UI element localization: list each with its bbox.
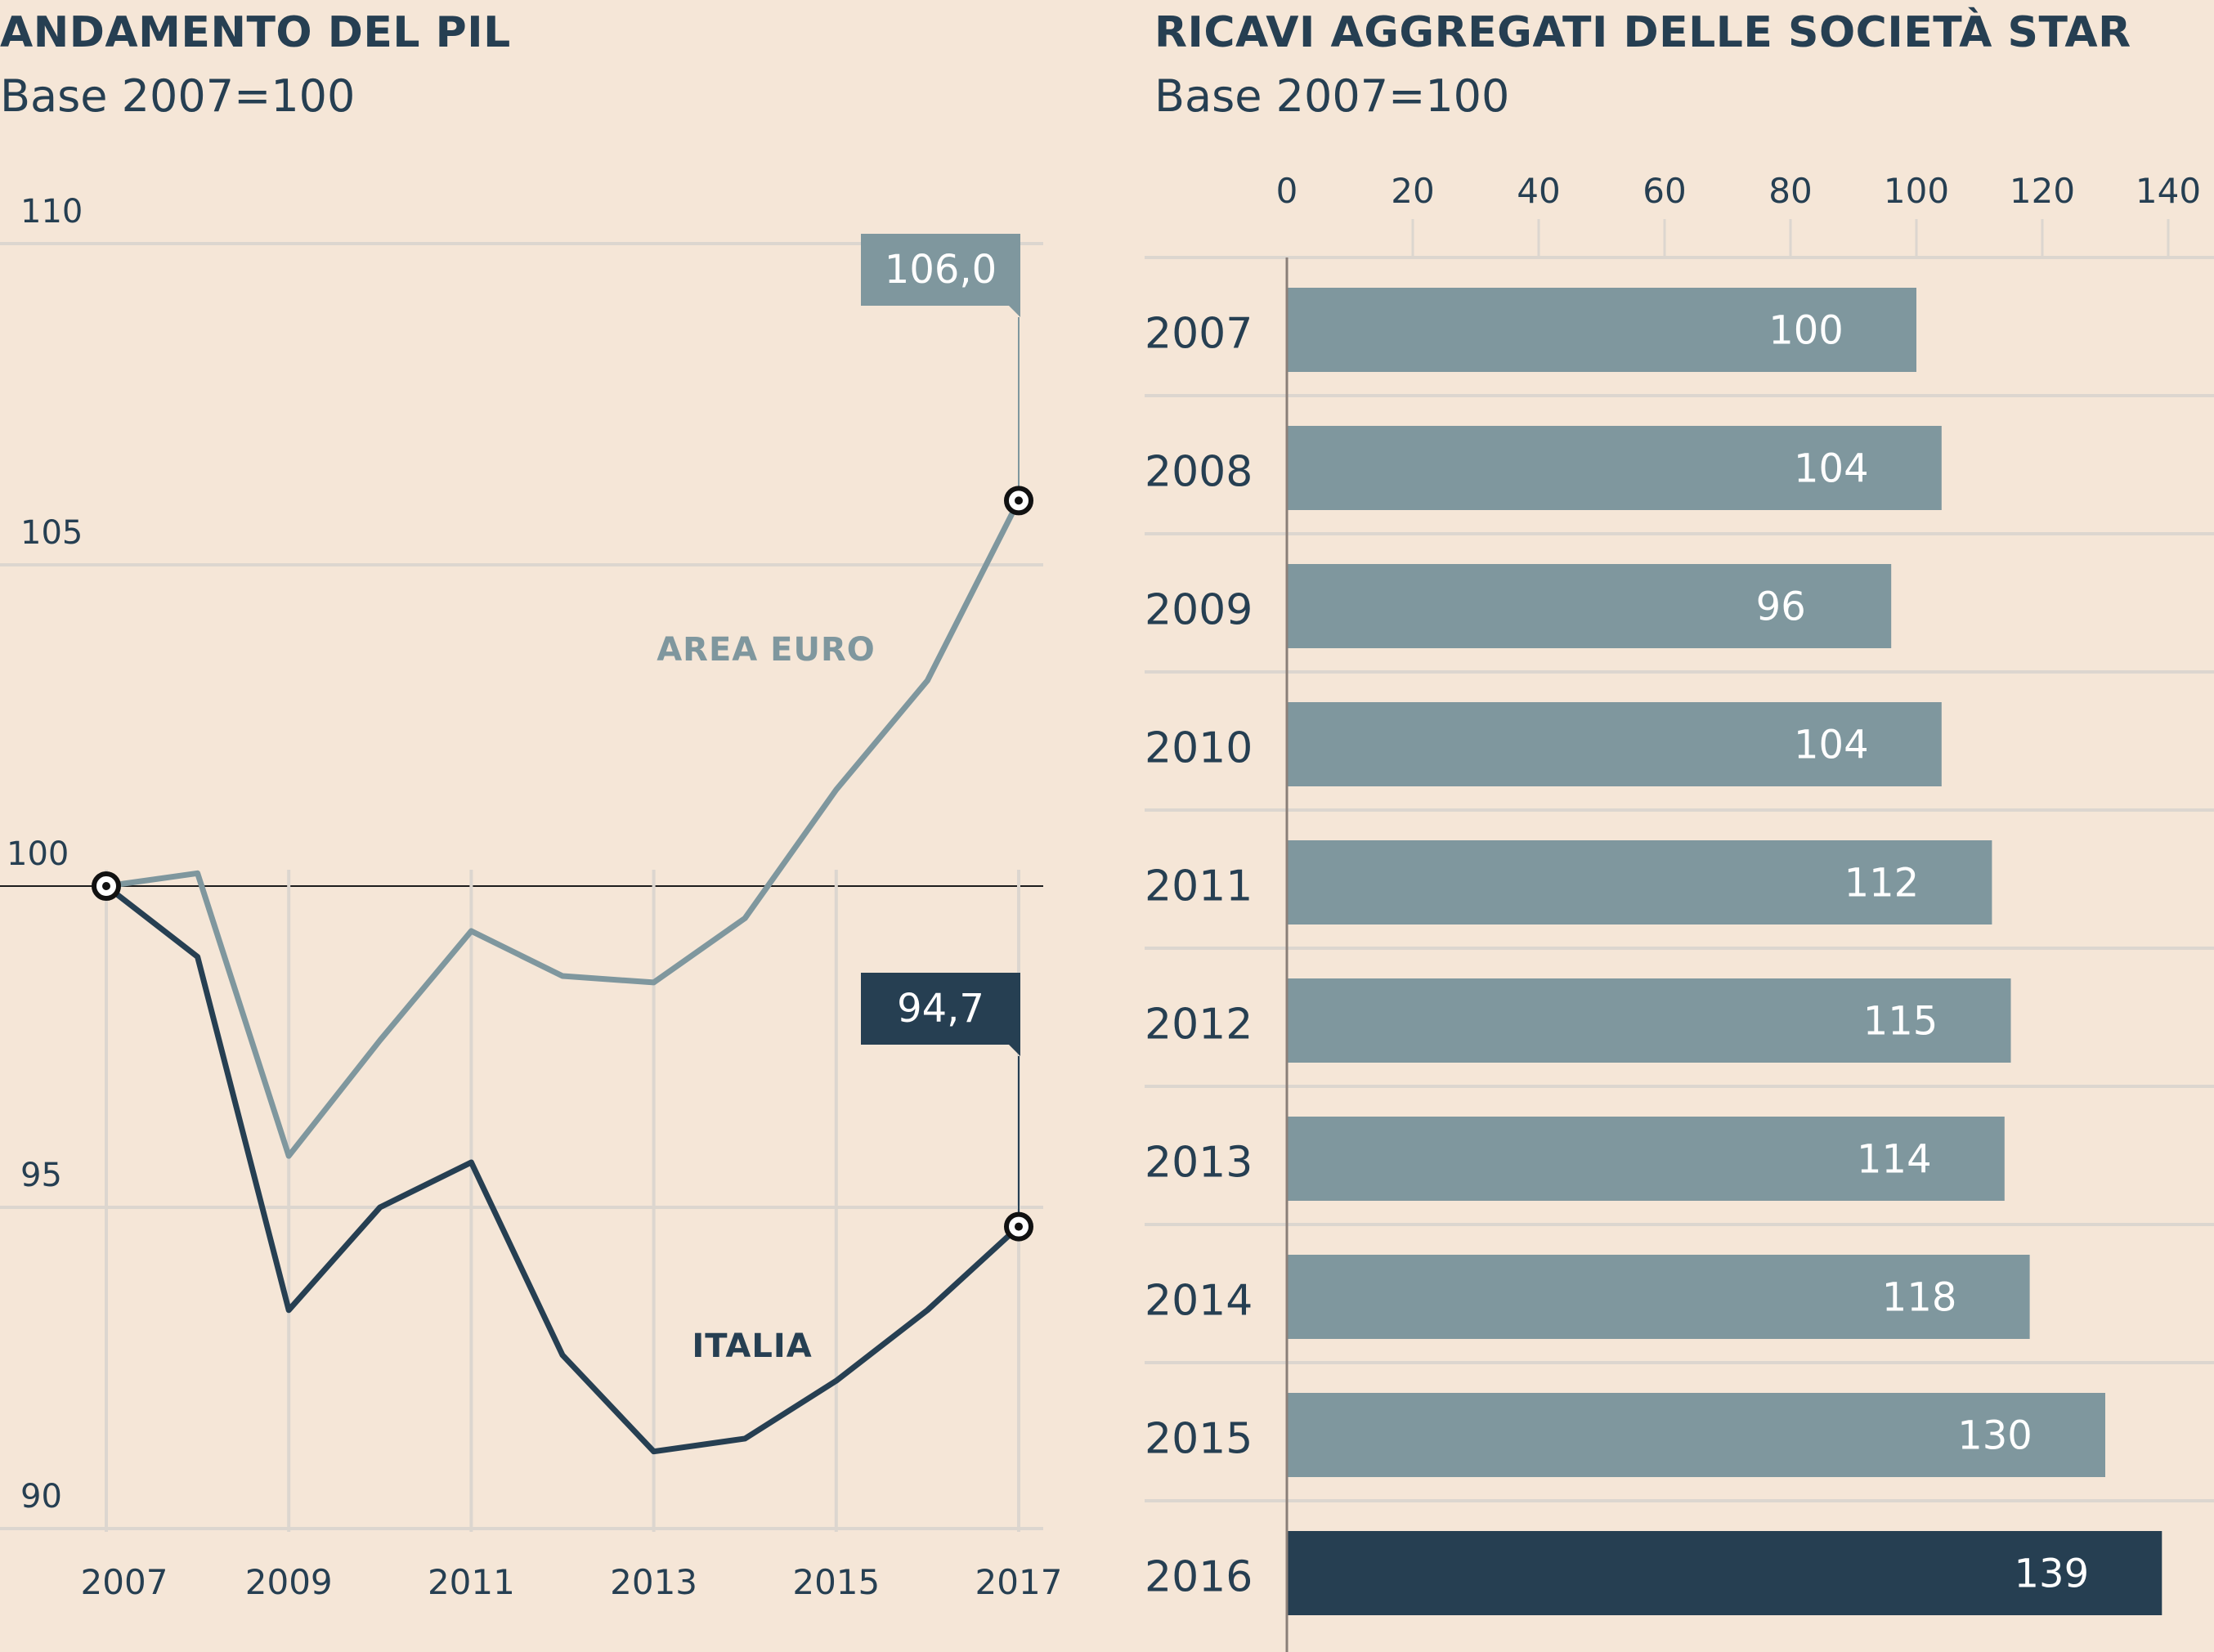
- gdp-line-chart-panel: ANDAMENTO DEL PIL Base 2007=100 90 95 100 1…: [0, 0, 1063, 1652]
- category-label: 2011: [1145, 862, 1253, 911]
- bar-2009: [1287, 564, 1892, 648]
- x-tick-label: 0: [1276, 171, 1298, 211]
- line-chart-subtitle: Base 2007=100: [0, 70, 356, 122]
- category-label: 2012: [1145, 1001, 1253, 1050]
- revenue-bar-chart-panel: RICAVI AGGREGATI DELLE SOCIETÀ STAR Base…: [1145, 0, 2214, 1652]
- callout-value-area-euro: 106,0: [885, 247, 997, 293]
- bar-2013: [1287, 1117, 2005, 1201]
- x-tick-label: 40: [1517, 171, 1560, 211]
- bar-2010: [1287, 702, 1942, 786]
- x-tick-label: 140: [2136, 171, 2201, 211]
- line-chart-title: ANDAMENTO DEL PIL: [0, 8, 511, 57]
- x-tick-label: 60: [1643, 171, 1686, 211]
- bar-value-label: 130: [1957, 1413, 2032, 1459]
- callout-box-italia: [861, 973, 1020, 1056]
- y-tick-label: 110: [20, 193, 83, 231]
- end-marker-dot: [1015, 1222, 1023, 1231]
- bar-2008: [1287, 426, 1942, 510]
- bar-chart-title: RICAVI AGGREGATI DELLE SOCIETÀ STAR: [1154, 8, 2131, 57]
- bar-2015: [1287, 1393, 2105, 1477]
- line-chart-plot: 90 95 100 105 110 2007 2009 2011 2013 2015 2017 ARE…: [0, 193, 1063, 1602]
- bar-chart-subtitle: Base 2007=100: [1154, 70, 1510, 122]
- series-line-area-euro: [103, 497, 1022, 1159]
- y-tick-label: 95: [20, 1157, 62, 1194]
- y-tick-label: 100: [7, 835, 69, 873]
- x-tick-label: 2015: [792, 1562, 880, 1602]
- bar-2012: [1287, 978, 2011, 1063]
- bar-value-label: 118: [1882, 1275, 1957, 1321]
- series-line-italia: [103, 883, 1022, 1455]
- bar-2007: [1287, 288, 1916, 372]
- x-tick-label: 2009: [245, 1562, 333, 1602]
- series-label-italia: ITALIA: [692, 1327, 812, 1365]
- category-label: 2013: [1145, 1139, 1253, 1188]
- callout-box-area-euro: [861, 234, 1020, 317]
- bar-2011: [1287, 840, 1992, 924]
- x-tick-label: 2011: [428, 1562, 515, 1602]
- x-tick-label: 20: [1391, 171, 1434, 211]
- category-label: 2015: [1145, 1415, 1253, 1464]
- bar-2014: [1287, 1255, 2030, 1339]
- category-label: 2014: [1145, 1277, 1253, 1326]
- bar-value-label: 100: [1768, 308, 1844, 354]
- bar-value-label: 104: [1794, 723, 1869, 768]
- bar-2016: [1287, 1531, 2162, 1615]
- bar-value-label: 104: [1794, 446, 1869, 492]
- series-label-area-euro: AREA EURO: [657, 631, 876, 669]
- y-tick-label: 105: [20, 514, 83, 552]
- x-tick-label: 2007: [81, 1562, 168, 1602]
- category-label: 2010: [1145, 724, 1253, 773]
- bar-value-label: 115: [1863, 999, 1938, 1045]
- x-tick-label: 2013: [610, 1562, 697, 1602]
- x-tick-label: 80: [1768, 171, 1812, 211]
- category-label: 2009: [1145, 586, 1253, 635]
- x-tick-label: 100: [1884, 171, 1949, 211]
- category-label: 2008: [1145, 448, 1253, 497]
- x-tick-label: 120: [2010, 171, 2075, 211]
- start-marker-dot: [102, 882, 110, 890]
- bar-value-label: 112: [1844, 861, 1920, 907]
- callout-value-italia: 94,7: [897, 986, 984, 1032]
- bar-value-label: 139: [2014, 1551, 2089, 1597]
- bar-value-label: 114: [1857, 1137, 1932, 1183]
- bar-chart-plot: 0 20 40 60 80 100 120 140 100 2007 104 2008 96 2009 10…: [1145, 171, 2214, 1652]
- x-tick-label: 2017: [975, 1562, 1063, 1602]
- end-marker-dot: [1015, 496, 1023, 505]
- bar-value-label: 96: [1756, 584, 1806, 630]
- category-label: 2007: [1145, 310, 1253, 359]
- y-tick-label: 90: [20, 1478, 62, 1515]
- category-label: 2016: [1145, 1553, 1253, 1602]
